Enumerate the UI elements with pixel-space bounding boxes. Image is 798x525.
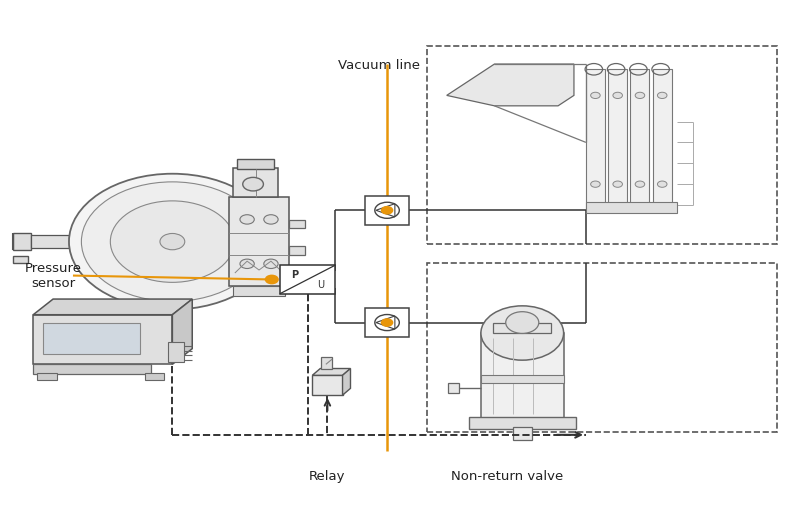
Bar (43, 322, 140, 354)
Bar (289, 219, 305, 228)
Polygon shape (34, 299, 192, 314)
Circle shape (381, 319, 393, 326)
Circle shape (240, 215, 255, 224)
Bar (312, 375, 342, 395)
Bar (469, 417, 575, 428)
Bar (14, 233, 31, 250)
Text: U: U (317, 280, 324, 290)
Bar (653, 69, 672, 211)
Bar (608, 69, 627, 211)
Bar (630, 69, 650, 211)
Text: Vacuum line: Vacuum line (338, 59, 420, 72)
Bar (31, 235, 69, 248)
Polygon shape (312, 369, 350, 375)
Circle shape (160, 234, 185, 250)
Bar (280, 265, 335, 294)
Bar (168, 342, 184, 362)
Bar (229, 197, 289, 286)
Text: Non-return valve: Non-return valve (451, 470, 563, 483)
Bar (289, 246, 305, 255)
Bar (427, 262, 776, 432)
Circle shape (110, 201, 235, 282)
Bar (233, 286, 285, 297)
Polygon shape (172, 299, 192, 364)
Bar (233, 169, 278, 197)
Bar (14, 256, 28, 262)
Bar (34, 364, 152, 374)
Polygon shape (342, 369, 350, 395)
Circle shape (591, 181, 600, 187)
Bar (365, 308, 409, 337)
Bar (481, 333, 563, 419)
Bar (34, 314, 172, 364)
Circle shape (264, 259, 279, 268)
Circle shape (266, 275, 279, 284)
Circle shape (506, 312, 539, 333)
Circle shape (69, 174, 276, 310)
Bar (38, 373, 57, 380)
Circle shape (481, 306, 563, 360)
Circle shape (613, 181, 622, 187)
Circle shape (658, 181, 667, 187)
Circle shape (381, 207, 393, 214)
Bar (586, 69, 605, 211)
Circle shape (658, 92, 667, 99)
Circle shape (243, 177, 263, 191)
Bar (237, 159, 274, 169)
Circle shape (264, 215, 279, 224)
Text: Pressure
sensor: Pressure sensor (25, 261, 81, 290)
Circle shape (240, 259, 255, 268)
Bar (586, 203, 678, 213)
Circle shape (591, 92, 600, 99)
Circle shape (81, 182, 263, 301)
Circle shape (613, 92, 622, 99)
Circle shape (635, 181, 645, 187)
Bar (481, 375, 563, 383)
Polygon shape (447, 64, 574, 106)
Bar (144, 373, 164, 380)
Bar (493, 322, 551, 333)
Bar (513, 427, 531, 440)
Text: P: P (291, 270, 298, 280)
Bar (448, 383, 460, 393)
Bar (321, 357, 332, 369)
Circle shape (635, 92, 645, 99)
Bar (365, 196, 409, 225)
Bar (427, 46, 776, 244)
Text: Relay: Relay (309, 470, 346, 483)
